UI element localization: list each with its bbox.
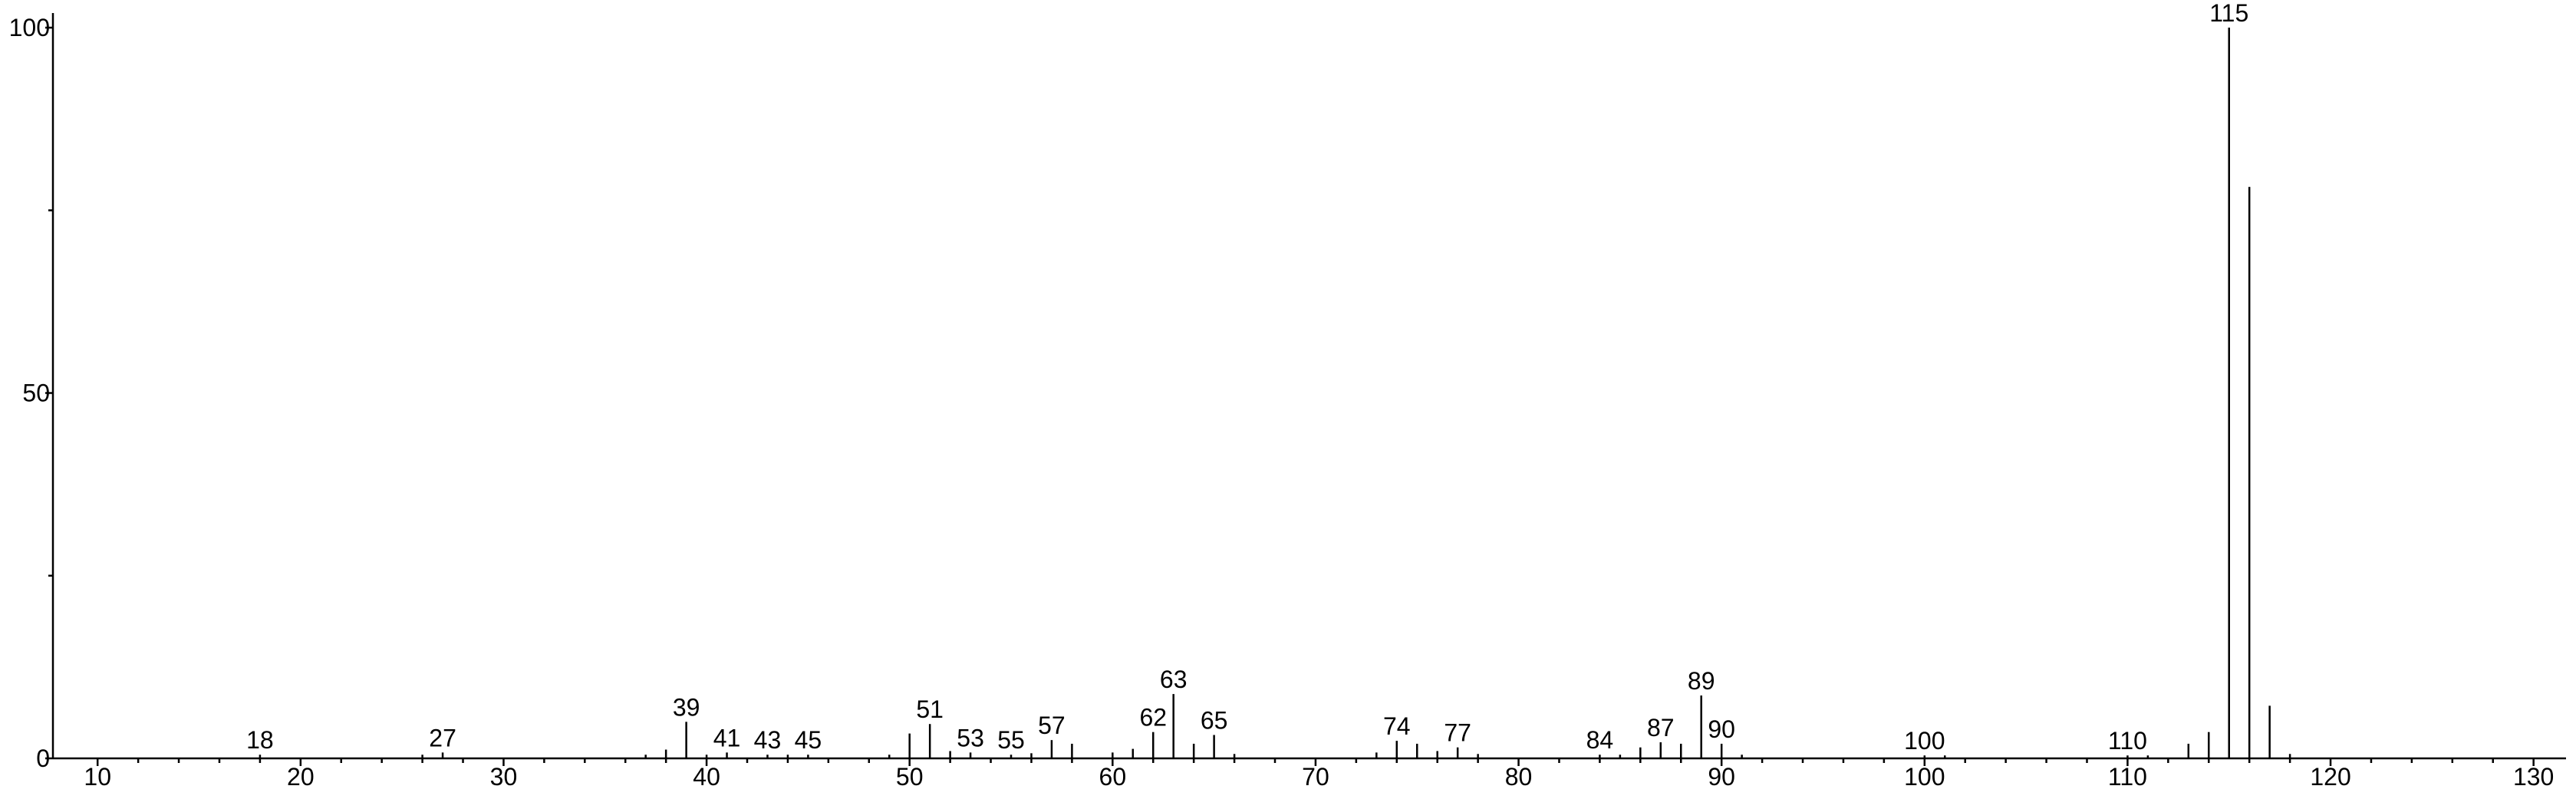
peak-label: 74 [1383, 712, 1411, 740]
x-tick-label: 30 [490, 763, 518, 791]
x-tick-label: 40 [693, 763, 720, 791]
peak-label: 84 [1586, 726, 1614, 754]
peak-label: 100 [1904, 727, 1945, 755]
peak-label: 89 [1688, 667, 1715, 695]
x-tick-label: 90 [1708, 763, 1735, 791]
x-tick-label: 110 [2108, 763, 2147, 791]
peak-label: 53 [957, 724, 984, 751]
x-tick-label: 50 [896, 763, 924, 791]
peak-label: 41 [713, 724, 741, 751]
peak-label: 27 [429, 724, 456, 751]
peak-label: 39 [673, 693, 700, 721]
x-tick-label: 130 [2513, 763, 2554, 791]
x-tick-label: 60 [1099, 763, 1127, 791]
peak-label: 51 [916, 695, 944, 723]
peak-label: 115 [2209, 0, 2248, 27]
y-tick-label: 100 [9, 14, 50, 41]
peak-label: 57 [1038, 712, 1066, 739]
y-tick-label: 0 [36, 745, 50, 772]
peak-label: 62 [1139, 704, 1167, 732]
peak-label: 87 [1647, 714, 1675, 741]
peak-label: 110 [2108, 727, 2147, 755]
peak-label: 45 [795, 726, 822, 754]
x-tick-label: 100 [1904, 763, 1945, 791]
x-tick-label: 80 [1505, 763, 1533, 791]
x-tick-label: 20 [287, 763, 315, 791]
x-tick-label: 10 [84, 763, 111, 791]
peak-label: 63 [1160, 666, 1188, 693]
peak-label: 43 [754, 726, 782, 754]
x-tick-label: 70 [1302, 763, 1329, 791]
peak-label: 90 [1708, 715, 1735, 743]
peak-label: 55 [997, 726, 1025, 754]
x-tick-label: 120 [2310, 763, 2350, 791]
peak-label: 65 [1201, 707, 1228, 735]
peak-label: 77 [1444, 719, 1471, 747]
peak-label: 18 [246, 726, 274, 754]
y-tick-label: 50 [22, 380, 50, 407]
